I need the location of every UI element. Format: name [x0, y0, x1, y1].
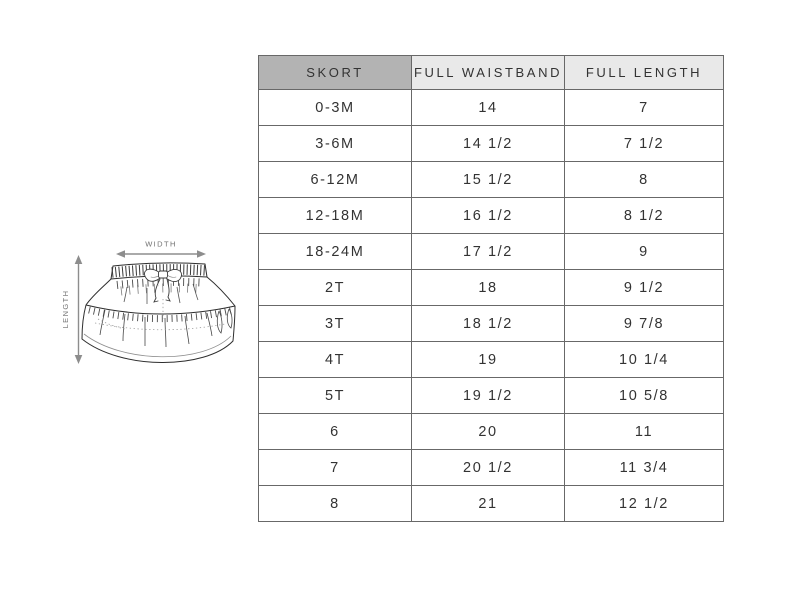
length-cell: 7 [564, 89, 724, 126]
table-row: 8 21 12 1/2 [258, 485, 724, 522]
waistband-cell: 14 1/2 [411, 125, 565, 162]
waistband-cell: 20 [411, 413, 565, 450]
size-cell: 2T [258, 269, 412, 306]
size-cell: 18-24M [258, 233, 412, 270]
waistband-cell: 21 [411, 485, 565, 522]
size-cell: 0-3M [258, 89, 412, 126]
column-header-full-length: FULL LENGTH [564, 55, 724, 90]
waistband-cell: 15 1/2 [411, 161, 565, 198]
size-cell: 3-6M [258, 125, 412, 162]
header-row: SKORT FULL WAISTBAND FULL LENGTH [258, 55, 724, 90]
size-chart-table-wrap: SKORT FULL WAISTBAND FULL LENGTH 0-3M 14… [258, 55, 724, 522]
size-cell: 5T [258, 377, 412, 414]
table-row: 18-24M 17 1/2 9 [258, 233, 724, 270]
waistband-cell: 18 1/2 [411, 305, 565, 342]
length-cell: 9 7/8 [564, 305, 724, 342]
skort-illustration: WIDTH LENGTH [55, 235, 250, 383]
length-cell: 8 1/2 [564, 197, 724, 234]
column-header-full-waistband: FULL WAISTBAND [411, 55, 565, 90]
waistband-cell: 20 1/2 [411, 449, 565, 486]
table-row: 6-12M 15 1/2 8 [258, 161, 724, 198]
waistband-cell: 19 [411, 341, 565, 378]
waistband-cell: 17 1/2 [411, 233, 565, 270]
size-cell: 6 [258, 413, 412, 450]
table-row: 3-6M 14 1/2 7 1/2 [258, 125, 724, 162]
table-row: 7 20 1/2 11 3/4 [258, 449, 724, 486]
size-cell: 12-18M [258, 197, 412, 234]
length-cell: 8 [564, 161, 724, 198]
drawstring-bow [144, 268, 182, 303]
width-arrow-icon [116, 250, 206, 258]
length-cell: 11 [564, 413, 724, 450]
table-row: 5T 19 1/2 10 5/8 [258, 377, 724, 414]
waistband-cell: 18 [411, 269, 565, 306]
length-cell: 9 1/2 [564, 269, 724, 306]
length-cell: 7 1/2 [564, 125, 724, 162]
size-cell: 8 [258, 485, 412, 522]
table-row: 4T 19 10 1/4 [258, 341, 724, 378]
length-label: LENGTH [61, 290, 70, 329]
length-cell: 9 [564, 233, 724, 270]
size-cell: 4T [258, 341, 412, 378]
length-cell: 10 1/4 [564, 341, 724, 378]
size-chart-table: SKORT FULL WAISTBAND FULL LENGTH 0-3M 14… [258, 55, 724, 522]
waistband-cell: 14 [411, 89, 565, 126]
table-row: 3T 18 1/2 9 7/8 [258, 305, 724, 342]
size-cell: 6-12M [258, 161, 412, 198]
waistband-cell: 16 1/2 [411, 197, 565, 234]
length-cell: 10 5/8 [564, 377, 724, 414]
length-cell: 12 1/2 [564, 485, 724, 522]
length-arrow-icon [74, 255, 83, 364]
table-header: SKORT FULL WAISTBAND FULL LENGTH [258, 55, 724, 90]
table-row: 12-18M 16 1/2 8 1/2 [258, 197, 724, 234]
size-cell: 3T [258, 305, 412, 342]
table-row: 2T 18 9 1/2 [258, 269, 724, 306]
skort-sketch-svg: WIDTH LENGTH [61, 240, 236, 364]
length-cell: 11 3/4 [564, 449, 724, 486]
table-body: 0-3M 14 7 3-6M 14 1/2 7 1/2 6-12M 15 1/2… [258, 89, 724, 522]
width-label: WIDTH [145, 240, 177, 249]
column-header-skort: SKORT [258, 55, 412, 90]
table-row: 6 20 11 [258, 413, 724, 450]
size-cell: 7 [258, 449, 412, 486]
table-row: 0-3M 14 7 [258, 89, 724, 126]
waistband-cell: 19 1/2 [411, 377, 565, 414]
